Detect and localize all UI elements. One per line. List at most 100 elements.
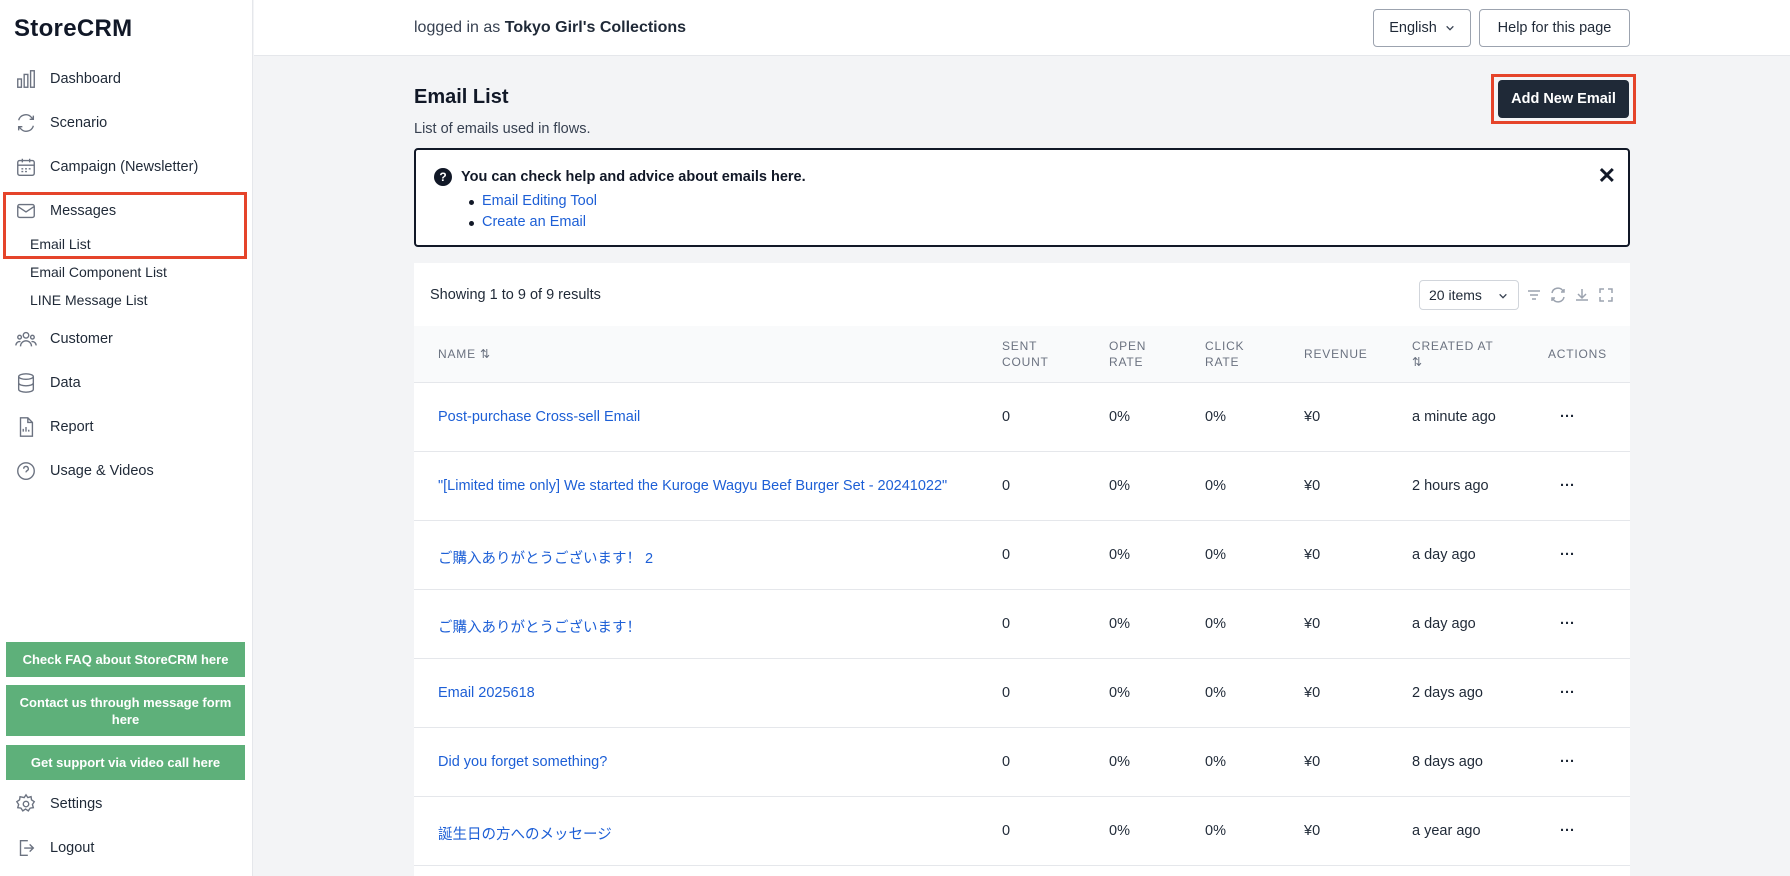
download-icon[interactable]: [1574, 287, 1590, 303]
email-table-card: Showing 1 to 9 of 9 results 20 items NAM…: [414, 263, 1630, 876]
database-icon: [14, 371, 38, 395]
created-at-cell: a day ago: [1412, 616, 1476, 632]
sidebar-item-settings[interactable]: Settings: [14, 792, 102, 816]
table-row: ご購入ありがとうございます！ 0 0% 0% ¥0 a day ago...: [414, 590, 1630, 659]
revenue-cell: ¥0: [1304, 685, 1321, 701]
open-rate-cell: 0%: [1109, 616, 1130, 632]
calendar-icon: [14, 155, 38, 179]
sidebar-item-data[interactable]: Data: [14, 371, 81, 395]
created-at-cell: 2 hours ago: [1412, 478, 1489, 494]
email-name-link[interactable]: Did you forget something?: [438, 754, 608, 770]
sidebar-item-messages[interactable]: Messages: [14, 199, 116, 223]
email-name-link[interactable]: "[Limited time only] We started the Kuro…: [438, 478, 948, 494]
column-created-line1: CREATED AT: [1412, 339, 1494, 353]
row-actions-menu[interactable]: ...: [1560, 819, 1576, 835]
top-bar: logged in as Tokyo Girl's Collections En…: [254, 0, 1790, 56]
click-rate-cell: 0%: [1205, 547, 1226, 563]
email-name-link[interactable]: Post-purchase Cross-sell Email: [438, 409, 641, 425]
create-email-link[interactable]: Create an Email: [469, 214, 586, 230]
sent-count-cell: 0: [1002, 409, 1011, 425]
sent-count-cell: 0: [1002, 616, 1011, 632]
column-name[interactable]: NAME ⇅: [438, 347, 491, 361]
logout-icon: [14, 836, 38, 860]
row-actions-menu[interactable]: ...: [1560, 543, 1576, 559]
column-open-rate: OPEN RATE: [1109, 338, 1146, 370]
logged-in-prefix: logged in as: [414, 19, 501, 36]
close-icon[interactable]: ✕: [1597, 163, 1616, 188]
app-logo: StoreCRM: [14, 15, 133, 42]
sidebar-item-customer[interactable]: Customer: [14, 327, 113, 351]
email-name-link[interactable]: ご購入ありがとうございます！: [438, 620, 641, 636]
email-name-link[interactable]: 誕生日の方へのメッセージ: [438, 827, 612, 843]
document-icon: [14, 415, 38, 439]
email-name-link[interactable]: Email 2025618: [438, 685, 535, 701]
email-editing-tool-link[interactable]: Email Editing Tool: [469, 193, 597, 209]
email-name-link[interactable]: ご購入ありがとうございます！ 2: [438, 551, 654, 567]
open-rate-cell: 0%: [1109, 823, 1130, 839]
row-actions-menu[interactable]: ...: [1560, 405, 1576, 421]
open-rate-cell: 0%: [1109, 547, 1130, 563]
question-circle-icon: [14, 459, 38, 483]
sent-count-cell: 0: [1002, 478, 1011, 494]
column-sent-count: SENT COUNT: [1002, 338, 1049, 370]
sent-count-cell: 0: [1002, 823, 1011, 839]
sidebar-item-usage-videos[interactable]: Usage & Videos: [14, 459, 154, 483]
row-actions-menu[interactable]: ...: [1560, 750, 1576, 766]
chevron-down-icon: [1499, 293, 1507, 299]
refresh-icon[interactable]: [1550, 287, 1566, 303]
sidebar-item-label: Report: [50, 419, 94, 435]
row-actions-menu[interactable]: ...: [1560, 681, 1576, 697]
column-created-at[interactable]: CREATED AT ⇅: [1412, 338, 1494, 370]
sidebar-item-label: Messages: [50, 203, 117, 219]
page-size-label: 20 items: [1429, 287, 1482, 303]
results-count: Showing 1 to 9 of 9 results: [430, 287, 601, 303]
language-select[interactable]: English: [1373, 9, 1471, 47]
sidebar-item-logout[interactable]: Logout: [14, 836, 94, 860]
sidebar-item-label: Logout: [50, 840, 95, 856]
open-rate-cell: 0%: [1109, 409, 1130, 425]
column-click-rate: CLICK RATE: [1205, 338, 1244, 370]
contact-form-button[interactable]: Contact us through message form here: [6, 685, 245, 736]
click-rate-cell: 0%: [1205, 616, 1226, 632]
revenue-cell: ¥0: [1304, 754, 1321, 770]
column-revenue: REVENUE: [1304, 347, 1368, 361]
table-row: ご購入ありがとうございます！ 2 0 0% 0% ¥0 a day ago...: [414, 521, 1630, 590]
sidebar-item-campaign[interactable]: Campaign (Newsletter): [14, 155, 198, 179]
sidebar-subitem-line-message-list[interactable]: LINE Message List: [30, 292, 148, 308]
open-rate-cell: 0%: [1109, 754, 1130, 770]
row-actions-menu[interactable]: ...: [1560, 612, 1576, 628]
table-header: NAME ⇅ SENT COUNT OPEN RATE CLICK RATE REVE…: [414, 326, 1630, 383]
sidebar-item-label: Campaign (Newsletter): [50, 159, 199, 175]
fullscreen-icon[interactable]: [1598, 287, 1614, 303]
revenue-cell: ¥0: [1304, 823, 1321, 839]
sidebar-item-dashboard[interactable]: Dashboard: [14, 67, 121, 91]
add-new-email-button[interactable]: Add New Email: [1498, 80, 1629, 118]
help-page-button[interactable]: Help for this page: [1479, 9, 1630, 47]
row-actions-menu[interactable]: ...: [1560, 474, 1576, 490]
page-size-select[interactable]: 20 items: [1419, 280, 1519, 310]
created-at-cell: a minute ago: [1412, 409, 1496, 425]
sidebar-subitem-email-component-list[interactable]: Email Component List: [30, 264, 167, 280]
filter-icon[interactable]: [1526, 287, 1542, 303]
sent-count-cell: 0: [1002, 685, 1011, 701]
faq-button[interactable]: Check FAQ about StoreCRM here: [6, 642, 245, 677]
click-rate-cell: 0%: [1205, 685, 1226, 701]
sidebar-subitem-email-list[interactable]: Email List: [30, 236, 91, 252]
click-rate-cell: 0%: [1205, 754, 1226, 770]
sidebar-item-label: Scenario: [50, 115, 108, 131]
video-call-support-button[interactable]: Get support via video call here: [6, 745, 245, 780]
sidebar-item-report[interactable]: Report: [14, 415, 94, 439]
table-row: "[Limited time only] We started the Kuro…: [414, 452, 1630, 521]
sent-count-cell: 0: [1002, 547, 1011, 563]
sent-count-cell: 0: [1002, 754, 1011, 770]
sidebar-item-label: Customer: [50, 331, 113, 347]
chevron-down-icon: [1445, 25, 1454, 31]
column-sent-line2: COUNT: [1002, 355, 1049, 369]
sidebar-item-scenario[interactable]: Scenario: [14, 111, 107, 135]
click-rate-cell: 0%: [1205, 823, 1226, 839]
column-click-line2: RATE: [1205, 355, 1240, 369]
page-subtitle: List of emails used in flows.: [414, 121, 591, 137]
sidebar-item-label: Dashboard: [50, 71, 121, 87]
sidebar-item-label: Data: [50, 375, 81, 391]
gear-icon: [14, 792, 38, 816]
